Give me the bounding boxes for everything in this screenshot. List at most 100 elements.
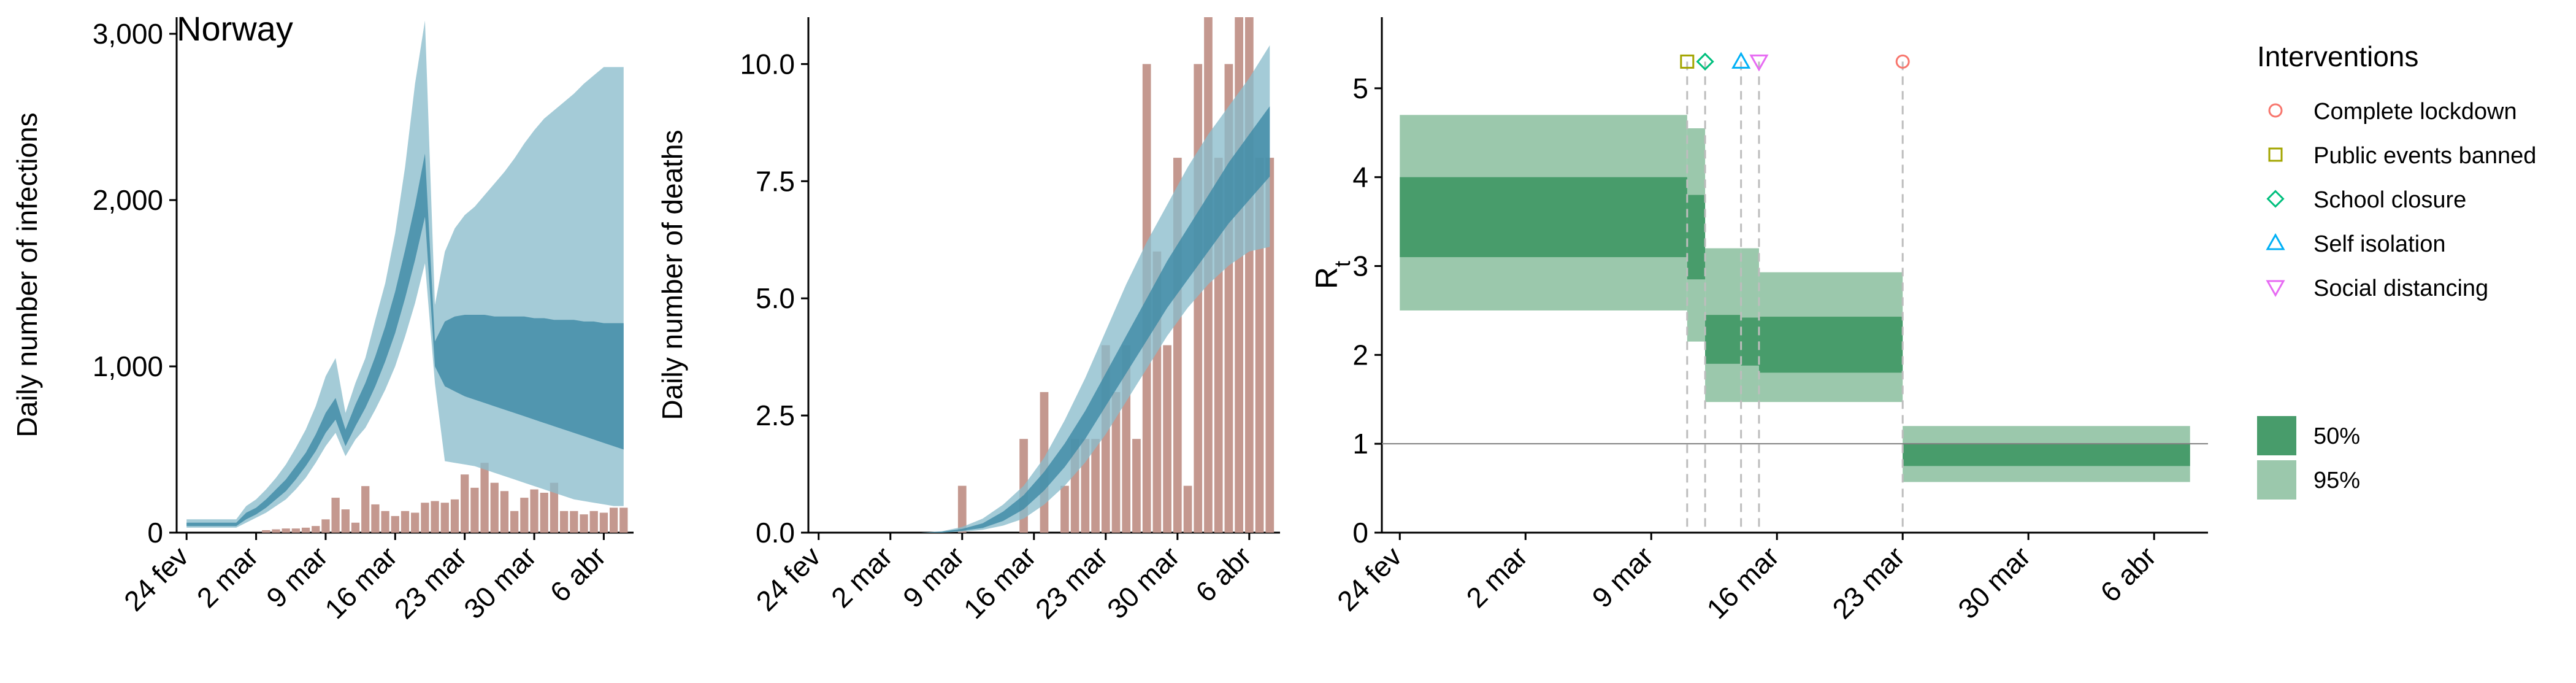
legend-title: Interventions bbox=[2257, 41, 2418, 72]
legend-item-label: Complete lockdown bbox=[2313, 99, 2517, 125]
infections-bar bbox=[371, 504, 380, 533]
deaths-bar bbox=[1163, 345, 1171, 533]
legend-band-label: 95% bbox=[2313, 468, 2360, 493]
infections-bar bbox=[599, 512, 608, 533]
rt-y-tick-label: 4 bbox=[1352, 161, 1368, 193]
deaths-bar bbox=[1111, 392, 1121, 533]
infections-bar bbox=[391, 515, 399, 533]
infections-bar bbox=[480, 463, 489, 533]
deaths-y-tick-label: 7.5 bbox=[756, 165, 795, 197]
infections-x-tick-label: 23 mar bbox=[388, 540, 473, 625]
infections-bar bbox=[421, 503, 429, 533]
legend-intervention-items: Complete lockdown Public events banned Sch… bbox=[2266, 99, 2536, 301]
infections-bar bbox=[331, 498, 340, 533]
rt-panel: 0 1 2 3 4 5 24 fev 2 mar 9 mar 16 mar 23 mar 30 mar… bbox=[1309, 17, 2208, 625]
rt-y-tick-label: 3 bbox=[1352, 250, 1368, 282]
rt-band-50-segment bbox=[1687, 195, 1706, 280]
deaths-x-tick-label: 16 mar bbox=[957, 540, 1042, 625]
infections-bar bbox=[450, 499, 459, 533]
legend-triangle-down-icon bbox=[2266, 280, 2285, 298]
infections-bar bbox=[301, 527, 310, 533]
infections-bar bbox=[381, 511, 389, 533]
infections-bar bbox=[341, 509, 350, 533]
infections-bar bbox=[490, 482, 499, 533]
deaths-bar bbox=[1183, 485, 1192, 533]
rt-y-axis-label-subscript: t bbox=[1330, 261, 1355, 267]
deaths-bar bbox=[1132, 439, 1141, 533]
deaths-y-tick-label: 5.0 bbox=[756, 282, 795, 314]
infections-bar bbox=[500, 491, 509, 533]
rt-x-tick-label: 16 mar bbox=[1700, 540, 1785, 625]
infections-y-tick-label: 0 bbox=[147, 517, 163, 549]
rt-x-tick-label: 2 mar bbox=[1460, 540, 1533, 614]
legend-band-label: 50% bbox=[2313, 423, 2360, 449]
deaths-y-axis-label: Daily number of deaths bbox=[656, 129, 688, 420]
infections-bar bbox=[440, 503, 449, 533]
infections-bar bbox=[530, 489, 539, 533]
infections-bar bbox=[321, 519, 330, 533]
deaths-x-tick-label: 23 mar bbox=[1029, 540, 1114, 625]
deaths-bar bbox=[1060, 485, 1069, 533]
legend-diamond-icon bbox=[2266, 190, 2285, 208]
rt-intervention-marker bbox=[1680, 54, 1695, 69]
infections-band-50 bbox=[186, 153, 624, 527]
legend-item-label: Social distancing bbox=[2313, 276, 2488, 301]
rt-x-tick-label: 30 mar bbox=[1952, 540, 2036, 625]
infections-y-tick-label: 3,000 bbox=[93, 18, 163, 50]
rt-band-50-segment bbox=[1705, 315, 1741, 364]
legend-square-icon bbox=[2268, 147, 2283, 162]
infections-bar bbox=[411, 512, 420, 533]
legend-triangle-up-icon bbox=[2266, 233, 2285, 250]
infections-bar bbox=[580, 514, 588, 533]
deaths-bar bbox=[957, 485, 967, 533]
deaths-x-tick-label: 30 mar bbox=[1101, 540, 1186, 625]
rt-intervention-marker bbox=[1749, 54, 1769, 72]
rt-band-50-segment bbox=[1758, 317, 1903, 373]
infections-x-tick-label: 30 mar bbox=[458, 540, 542, 625]
infections-bar bbox=[619, 507, 628, 533]
infections-y-tick-label: 1,000 bbox=[93, 350, 163, 382]
deaths-x-tick-label: 2 mar bbox=[825, 540, 899, 614]
rt-band-50-segment bbox=[1400, 177, 1687, 258]
deaths-y-tick-label: 0.0 bbox=[756, 517, 795, 549]
rt-intervention-marker bbox=[1895, 54, 1910, 69]
infections-bar bbox=[540, 492, 548, 533]
infections-bar bbox=[361, 486, 370, 533]
interventions-legend: Interventions Complete lockdown Public ev… bbox=[2257, 41, 2536, 500]
infections-x-tick-label: 2 mar bbox=[191, 540, 264, 614]
legend-item-label: Public events banned bbox=[2313, 143, 2536, 169]
rt-y-tick-label: 2 bbox=[1352, 339, 1368, 371]
infections-bar bbox=[272, 529, 280, 533]
legend-band-swatch bbox=[2257, 460, 2296, 500]
rt-x-tick-label: 9 mar bbox=[1585, 540, 1659, 614]
infections-bar bbox=[520, 498, 529, 533]
deaths-bar bbox=[1265, 158, 1275, 533]
deaths-bar bbox=[1255, 158, 1264, 533]
infections-bar bbox=[262, 530, 270, 533]
infections-x-tick-label: 24 fev bbox=[118, 540, 194, 617]
infections-bar bbox=[570, 511, 578, 533]
infections-y-axis-label: Daily number of infections bbox=[11, 112, 43, 437]
rt-intervention-marker bbox=[1731, 52, 1751, 69]
infections-bar bbox=[550, 482, 559, 533]
rt-band-50-segment bbox=[1903, 444, 2190, 466]
infections-bar bbox=[291, 528, 300, 533]
infections-bar bbox=[431, 501, 439, 533]
infections-bar bbox=[401, 511, 410, 533]
rt-x-tick-label: 6 abr bbox=[2094, 540, 2162, 608]
deaths-x-tick-label: 6 abr bbox=[1189, 540, 1257, 608]
deaths-y-tick-label: 10.0 bbox=[740, 48, 795, 80]
infections-bar bbox=[609, 507, 618, 533]
rt-y-tick-label: 5 bbox=[1352, 72, 1368, 104]
rt-band-50-segment bbox=[1741, 317, 1759, 366]
legend-circle-icon bbox=[2268, 103, 2283, 118]
infections-bar bbox=[470, 487, 479, 533]
infections-bar bbox=[351, 522, 360, 533]
legend-item-label: School closure bbox=[2313, 187, 2466, 213]
infections-x-tick-label: 16 mar bbox=[318, 540, 403, 625]
panel-title-norway: Norway bbox=[177, 9, 293, 48]
rt-intervention-marker bbox=[1696, 52, 1714, 71]
rt-x-tick-label: 24 fev bbox=[1331, 540, 1408, 617]
